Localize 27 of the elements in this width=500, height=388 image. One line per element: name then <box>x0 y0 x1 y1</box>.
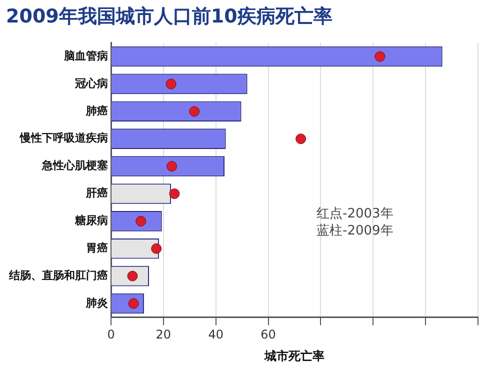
y-tick-label: 慢性下呼吸道疾病 <box>19 132 108 145</box>
y-tick-label: 糖尿病 <box>74 214 108 228</box>
annotation: 红点-2003年 <box>316 206 394 222</box>
y-tick-label: 肝癌 <box>85 186 108 200</box>
x-tick-label: 20 <box>156 328 172 342</box>
y-tick-label: 急性心肌梗塞 <box>41 159 108 172</box>
annotation: 蓝柱-2009年 <box>316 223 394 238</box>
point <box>136 216 146 226</box>
point <box>296 134 306 144</box>
point <box>128 298 139 309</box>
point <box>169 188 180 199</box>
y-tick-label: 肺炎 <box>85 296 109 310</box>
point <box>151 243 162 254</box>
y-tick-label: 胃癌 <box>86 241 108 254</box>
point <box>166 78 176 90</box>
x-tick-label: 0 <box>107 328 115 342</box>
point <box>374 51 386 62</box>
point <box>166 161 178 172</box>
x-tick-label: 40 <box>208 328 224 342</box>
x-tick-label: 60 <box>260 328 276 342</box>
y-tick-label: 结肠、直肠和肛门癌 <box>8 268 108 282</box>
chart-title: 2009年我国城市人口前10疾病死亡率 <box>6 5 332 28</box>
y-tick-label: 冠心病 <box>74 76 108 90</box>
point <box>189 106 200 117</box>
y-tick-label: 脑血管病 <box>63 49 108 62</box>
y-tick-label: 肺癌 <box>85 104 108 118</box>
x-axis-title: 城市死亡率 <box>264 348 324 363</box>
